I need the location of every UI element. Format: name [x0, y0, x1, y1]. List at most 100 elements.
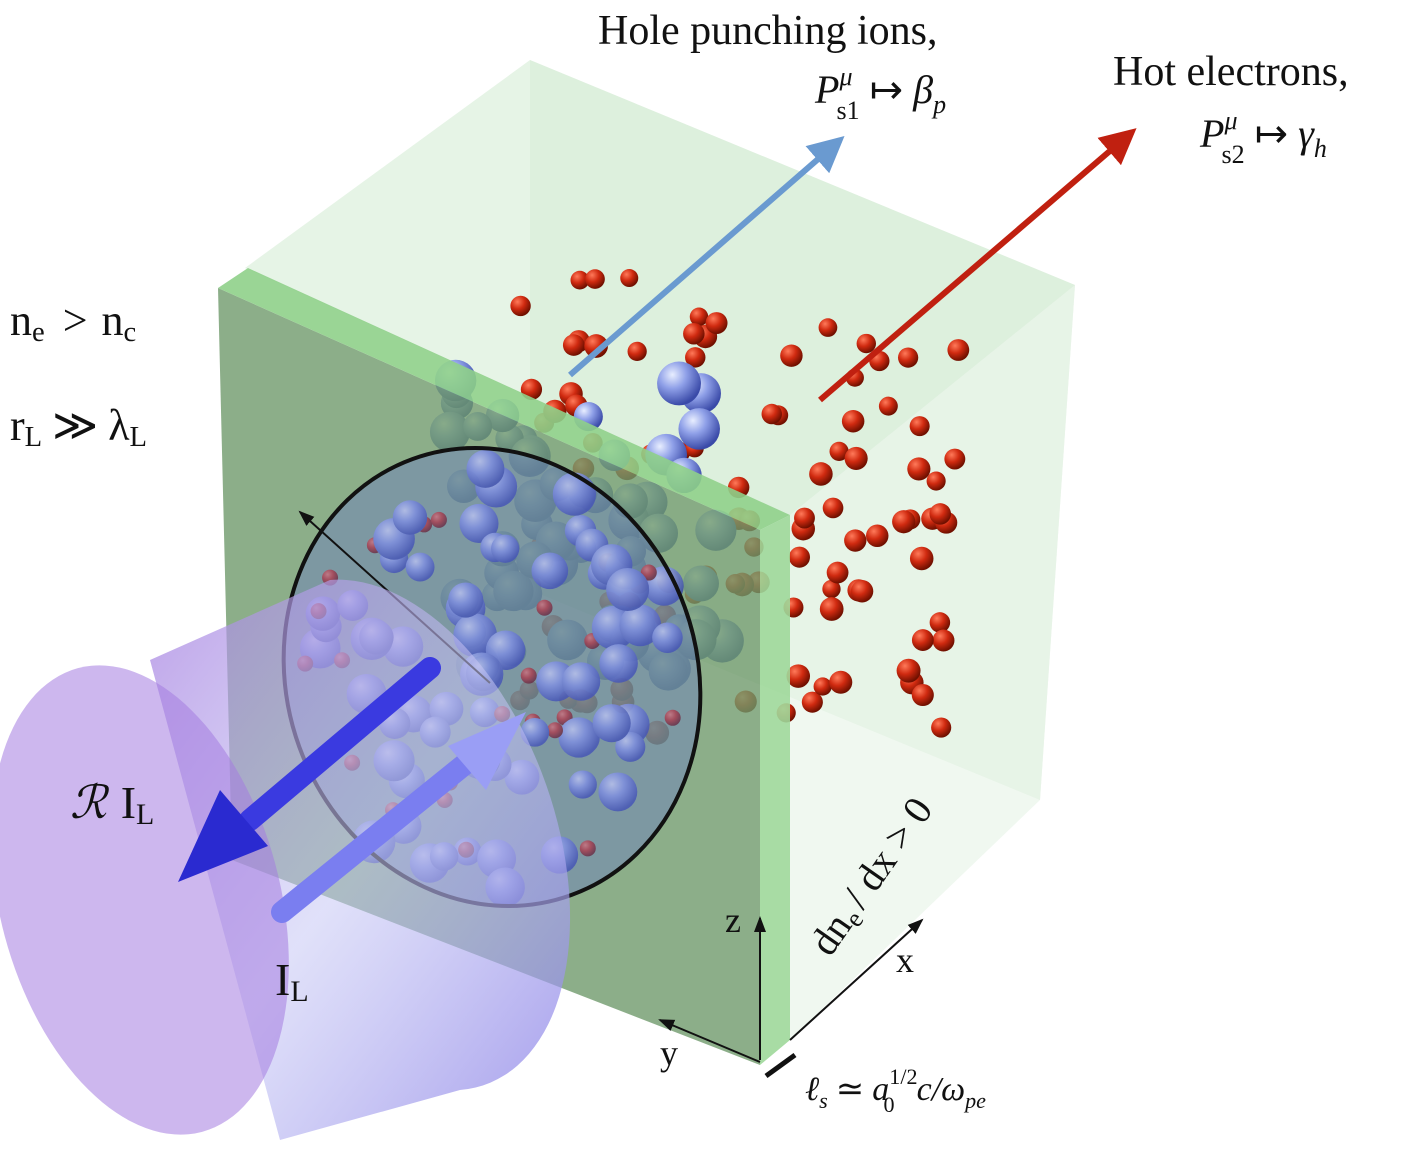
- skin-depth-marker: [764, 1052, 797, 1079]
- particle: [822, 497, 844, 519]
- particle: [896, 658, 921, 683]
- particle: [826, 561, 849, 584]
- particle: [911, 629, 934, 651]
- particle: [809, 462, 833, 486]
- particle: [584, 334, 608, 358]
- box-side: [790, 285, 1075, 1040]
- particle: [931, 717, 952, 738]
- particle: [911, 683, 934, 707]
- particle: [466, 449, 505, 488]
- particle: [944, 448, 966, 470]
- particle: [606, 568, 650, 612]
- particle: [926, 471, 946, 491]
- particle: [592, 704, 631, 743]
- particle: [520, 378, 543, 401]
- particle: [907, 457, 931, 481]
- particle: [829, 670, 853, 694]
- density-condition: ne > nc: [10, 296, 136, 348]
- particle: [829, 441, 849, 461]
- particle: [683, 322, 705, 345]
- beam-cap: [0, 665, 289, 1135]
- particle: [844, 446, 868, 470]
- particle: [568, 770, 597, 799]
- particle: [619, 604, 662, 647]
- particle: [788, 546, 811, 568]
- particle: [818, 318, 838, 337]
- particle: [850, 580, 874, 603]
- particle: [813, 677, 832, 696]
- plate-side: [760, 515, 790, 1065]
- particle: [865, 524, 889, 548]
- ion-arrow: [568, 136, 845, 378]
- particle: [520, 717, 550, 747]
- particle: [561, 662, 601, 701]
- particle: [664, 709, 681, 726]
- x-axis: [789, 918, 924, 1041]
- particle: [878, 396, 898, 416]
- box-top: [245, 60, 1075, 515]
- particle: [627, 341, 647, 362]
- particle: [947, 339, 970, 361]
- particle: [570, 270, 590, 290]
- ion-formula: Pμ s1 ↦ βp: [814, 62, 946, 125]
- particle: [892, 510, 916, 534]
- particle: [558, 717, 599, 758]
- particle: [678, 408, 720, 450]
- z-label: z: [725, 900, 741, 940]
- particle: [652, 622, 683, 654]
- y-axis: [658, 1019, 761, 1063]
- incident-label: IL: [275, 954, 309, 1008]
- incident-arrow: [271, 749, 481, 923]
- particle: [615, 731, 646, 762]
- particle: [392, 500, 428, 535]
- particle: [822, 579, 841, 599]
- particle: [841, 409, 865, 433]
- reflected-arrow-head: [178, 790, 268, 882]
- ion-title: Hole punching ions,: [598, 8, 937, 54]
- particle: [579, 840, 596, 857]
- particle: [844, 529, 867, 552]
- skin-depth-label: ℓs ≃ a1/2 0 c/ωpe: [805, 1064, 986, 1117]
- radius-condition: rL ≫ λL: [10, 401, 147, 453]
- x-label: x: [896, 940, 914, 980]
- particle: [761, 403, 782, 425]
- particle: [448, 582, 484, 618]
- particle: [510, 295, 531, 317]
- particle: [929, 612, 951, 633]
- particle: [932, 629, 955, 652]
- particle: [689, 307, 709, 327]
- particle: [536, 599, 553, 616]
- particle: [430, 511, 447, 528]
- particle: [705, 312, 728, 335]
- particle: [897, 347, 919, 368]
- particle: [640, 564, 657, 581]
- electron-formula: Pμ s2 ↦ γh: [1199, 106, 1327, 169]
- particle: [929, 503, 951, 525]
- particle: [657, 361, 701, 406]
- particle: [786, 664, 811, 688]
- plate-top: [218, 268, 790, 530]
- particle: [598, 772, 638, 812]
- particle: [856, 333, 876, 354]
- particle: [794, 507, 815, 529]
- particle: [562, 334, 585, 356]
- particle: [520, 667, 537, 684]
- particle: [819, 597, 844, 621]
- y-label: y: [660, 1033, 678, 1073]
- electron-arrow: [818, 128, 1137, 403]
- particle: [780, 344, 803, 367]
- particle: [405, 552, 435, 582]
- particle: [620, 269, 639, 288]
- particle: [599, 644, 638, 683]
- reflected-arrow: [239, 657, 441, 831]
- particle: [685, 347, 706, 368]
- particle: [531, 552, 569, 590]
- particle: [585, 269, 605, 289]
- particle: [546, 722, 563, 739]
- particle: [459, 503, 499, 543]
- particle: [909, 416, 930, 437]
- particle: [909, 546, 934, 571]
- particle: [552, 472, 597, 516]
- particle: [491, 534, 520, 563]
